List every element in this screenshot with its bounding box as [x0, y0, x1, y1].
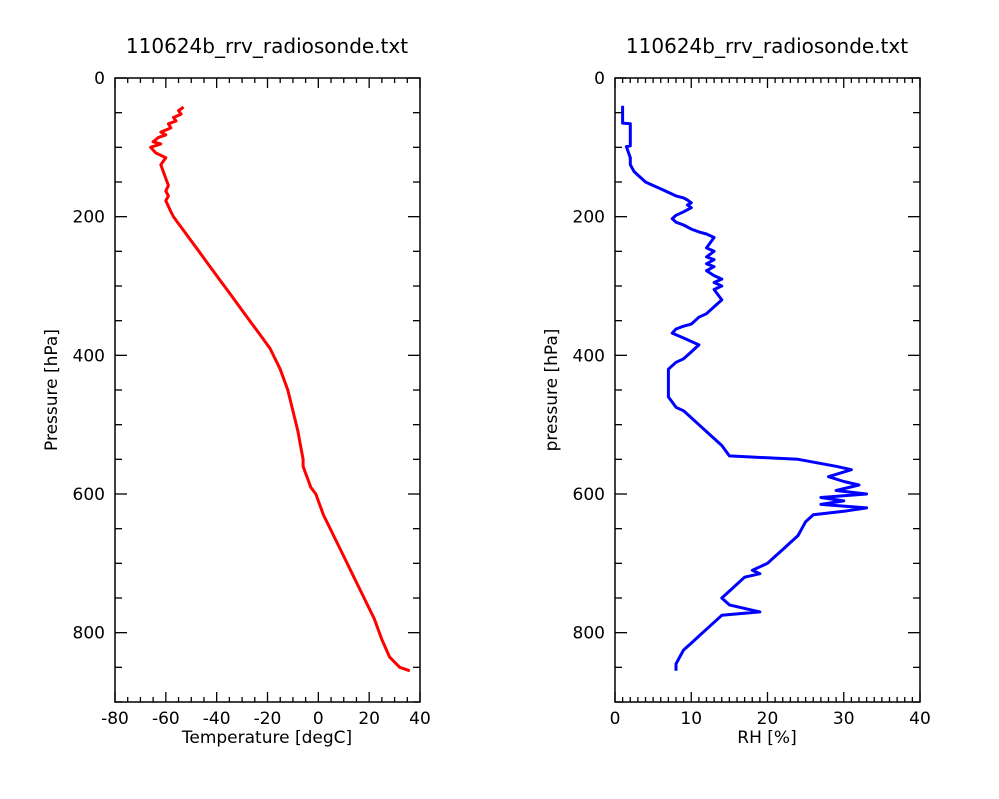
plot-frame	[614, 77, 921, 703]
series-line-0	[621, 105, 869, 671]
rh-profile	[621, 105, 869, 671]
y-tick-label: 400	[573, 346, 605, 366]
y-tick-label: 600	[73, 485, 105, 505]
tick-marks	[614, 77, 921, 703]
y-tick-label: 800	[73, 624, 105, 644]
x-tick-label: -80	[101, 709, 129, 729]
x-axis-label: Temperature [degC]	[181, 728, 352, 748]
y-tick-label: 200	[73, 208, 105, 228]
y-tick-label: 400	[73, 346, 105, 366]
y-axis-label: Pressure [hPa]	[42, 329, 62, 451]
x-tick-label: 10	[680, 709, 702, 729]
x-axis-label: RH [%]	[737, 728, 796, 748]
plot-frame	[114, 77, 421, 703]
series-line-0	[149, 105, 411, 673]
x-tick-label: 0	[610, 709, 621, 729]
y-tick-label: 200	[573, 208, 605, 228]
temperature-panel: 110624b_rrv_radiosonde.txt -80 -60 -40 -20 0…	[42, 34, 431, 748]
x-tick-label: -60	[152, 709, 180, 729]
y-tick-label: 600	[573, 485, 605, 505]
chart-title: 110624b_rrv_radiosonde.txt	[126, 34, 408, 58]
y-axis-label: pressure [hPa]	[542, 329, 562, 452]
x-tick-label: -40	[203, 709, 231, 729]
y-tick-label: 800	[573, 624, 605, 644]
x-tick-label: 20	[757, 709, 779, 729]
x-tick-label: 40	[909, 709, 931, 729]
x-tick-label: 40	[409, 709, 431, 729]
x-tick-label: 30	[833, 709, 855, 729]
rh-panel: 110624b_rrv_radiosonde.txt 0 10 20 30 400200…	[542, 34, 931, 748]
x-tick-label: -20	[254, 709, 282, 729]
temperature-profile	[149, 105, 411, 673]
tick-marks	[114, 77, 421, 703]
y-tick-label: 0	[94, 69, 105, 89]
y-tick-label: 0	[594, 69, 605, 89]
x-tick-label: 20	[358, 709, 380, 729]
x-tick-label: 0	[313, 709, 324, 729]
chart-title: 110624b_rrv_radiosonde.txt	[626, 34, 908, 58]
